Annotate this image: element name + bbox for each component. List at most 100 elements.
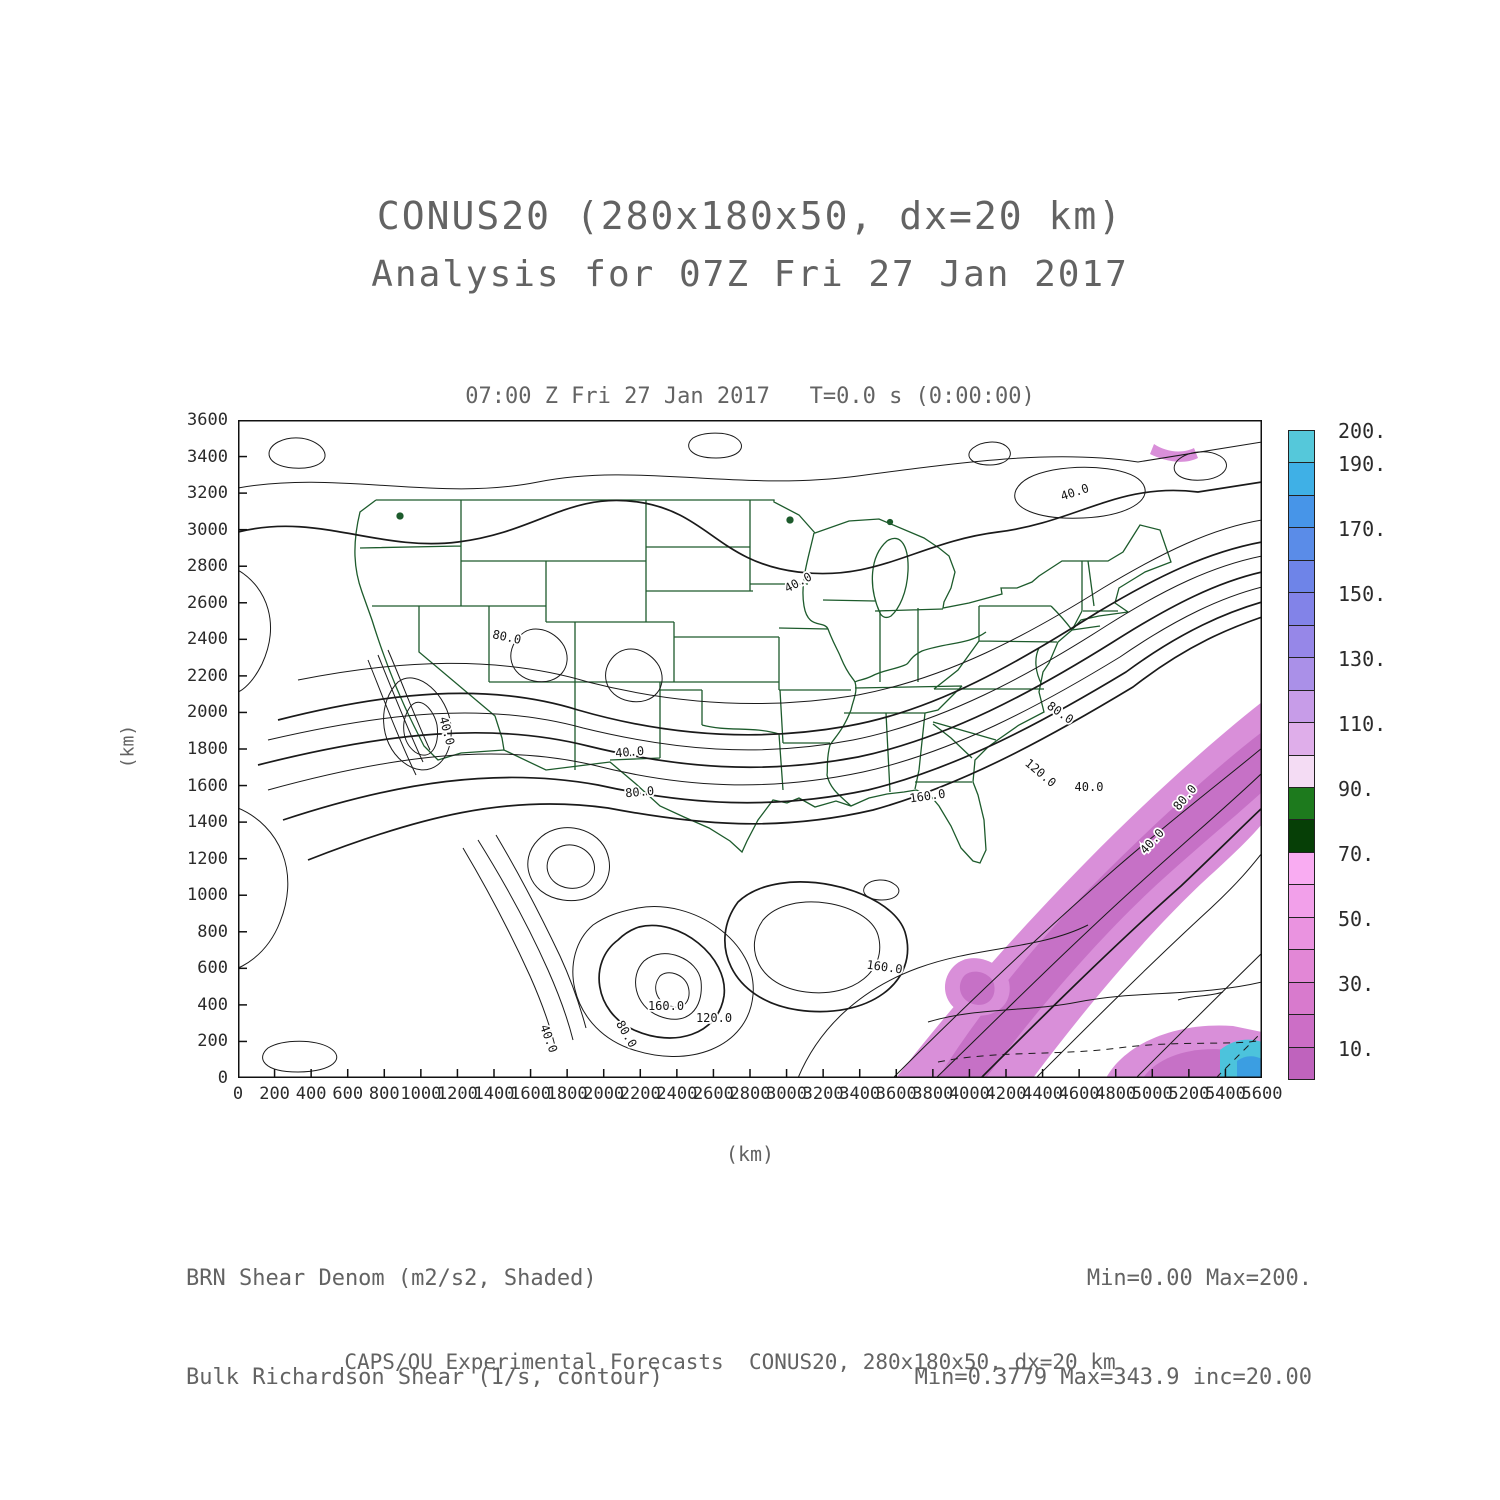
contour bbox=[797, 924, 1089, 1078]
contour bbox=[238, 807, 289, 969]
colorbar-cell bbox=[1289, 494, 1314, 528]
contour bbox=[605, 648, 663, 703]
y-tick-label: 2400 bbox=[187, 629, 228, 650]
y-tick-label: 3400 bbox=[187, 446, 228, 467]
contour-minmax: Min=0.3779 Max=343.9 inc=20.00 bbox=[914, 1365, 1312, 1390]
y-tick-label: 1000 bbox=[187, 885, 228, 906]
contour-lines bbox=[238, 432, 1262, 1078]
x-tick-label: 1200 bbox=[436, 1084, 478, 1104]
map-green-dot bbox=[786, 516, 794, 524]
contour-40-loop bbox=[1014, 466, 1146, 519]
contour-120-band bbox=[282, 601, 1262, 821]
colorbar-tick-label: 200. bbox=[1338, 419, 1387, 443]
y-tick-label: 3000 bbox=[187, 519, 228, 540]
contour-label: 40.0 bbox=[537, 1023, 560, 1055]
colorbar-tick-label: 190. bbox=[1338, 451, 1387, 476]
x-tick-label: 1000 bbox=[400, 1084, 442, 1104]
contour bbox=[1135, 952, 1262, 1078]
shaded-field-label: BRN Shear Denom (m2/s2, Shaded) bbox=[186, 1266, 597, 1291]
contour bbox=[297, 519, 1262, 704]
y-tick-label: 0 bbox=[217, 1068, 228, 1088]
contour-label: 40.0 bbox=[782, 570, 814, 596]
contour-160-texas bbox=[724, 881, 909, 1013]
page-title-line1: CONUS20 (280x180x50, dx=20 km) bbox=[376, 194, 1124, 238]
colorbar-tick-label: 90. bbox=[1338, 776, 1375, 801]
y-tick-label: 1600 bbox=[187, 775, 228, 796]
y-tick-label: 200 bbox=[197, 1031, 228, 1052]
contour bbox=[267, 586, 1262, 791]
contour-label: 80.0 bbox=[613, 1018, 640, 1050]
colorbar-cell bbox=[1289, 754, 1314, 787]
x-tick-label: 3200 bbox=[802, 1084, 844, 1104]
shade-blue-core bbox=[1237, 1056, 1262, 1078]
colorbar-cell bbox=[1289, 1014, 1314, 1047]
contour-80-band bbox=[257, 571, 1262, 769]
contour-label: 80.0 bbox=[625, 784, 655, 800]
y-tick-label: 2600 bbox=[187, 592, 228, 613]
x-tick-label: 3000 bbox=[766, 1084, 808, 1104]
contour-40-band bbox=[277, 541, 1262, 736]
colorbar-cell bbox=[1289, 592, 1314, 625]
contour-label: 40.0 bbox=[1075, 780, 1104, 794]
contour bbox=[655, 972, 690, 1008]
colorbar-tick-label: 150. bbox=[1338, 581, 1387, 606]
colorbar bbox=[1288, 430, 1315, 1080]
contour bbox=[462, 847, 556, 1047]
colorbar-cell bbox=[1289, 559, 1314, 593]
contour-40 bbox=[238, 481, 1262, 575]
x-tick-label: 2600 bbox=[692, 1084, 734, 1104]
credit-line: CAPS/OU Experimental Forecasts CONUS20, … bbox=[344, 1350, 1116, 1374]
shade-gulf-blob-dark bbox=[959, 971, 995, 1005]
shade-band-southeast-dark bbox=[938, 732, 1262, 1078]
contour-dashed bbox=[937, 1039, 1262, 1063]
contour bbox=[367, 659, 417, 776]
colorbar-cell bbox=[1289, 722, 1314, 755]
colorbar-cell bbox=[1289, 949, 1314, 982]
colorbar-cell bbox=[1289, 916, 1314, 950]
contour-40-offshore bbox=[980, 807, 1262, 1078]
x-tick-label: 4200 bbox=[985, 1084, 1027, 1104]
colorbar-cell bbox=[1289, 462, 1314, 495]
contour-field-label: Bulk Richardson Shear (1/s, contour) bbox=[186, 1365, 663, 1390]
contour-160-loop bbox=[598, 924, 726, 1039]
colorbar-tick-label: 110. bbox=[1338, 711, 1387, 736]
colorbar-tick-label: 30. bbox=[1338, 971, 1375, 996]
y-tick-label: 1400 bbox=[187, 812, 228, 833]
contour bbox=[927, 981, 1262, 1023]
x-tick-label: 5400 bbox=[1204, 1084, 1246, 1104]
contour bbox=[1177, 991, 1224, 1001]
contour-label: 160.0 bbox=[909, 787, 947, 806]
contour bbox=[968, 441, 1011, 466]
y-tick-label: 2800 bbox=[187, 556, 228, 577]
contour bbox=[935, 772, 1262, 1078]
lake-michigan bbox=[871, 537, 909, 619]
contour bbox=[238, 569, 271, 693]
contour bbox=[267, 555, 1262, 751]
contour bbox=[1035, 852, 1262, 1078]
y-tick-label: 2200 bbox=[187, 665, 228, 686]
colorbar-cell bbox=[1289, 786, 1314, 820]
plot-header: 07:00 Z Fri 27 Jan 2017 T=0.0 s (0:00:00… bbox=[465, 384, 1035, 409]
x-tick-label: 200 bbox=[259, 1084, 290, 1104]
colorbar-cell bbox=[1289, 624, 1314, 658]
shade-top-right-sliver bbox=[1150, 444, 1198, 462]
map-plot: 40.0 40.0 80.0 40.0 40.0 80.0 160.0 40.0 80.0 120… bbox=[238, 420, 1262, 1078]
contour bbox=[387, 649, 431, 751]
x-tick-label: 4600 bbox=[1058, 1084, 1100, 1104]
colorbar-cell bbox=[1289, 884, 1314, 917]
state-borders bbox=[354, 499, 1172, 864]
colorbar-cell bbox=[1289, 819, 1314, 852]
y-tick-label: 400 bbox=[197, 994, 228, 1015]
x-tick-label: 0 bbox=[232, 1084, 244, 1104]
colorbar-cell bbox=[1289, 689, 1314, 723]
contour bbox=[688, 432, 742, 459]
x-tick-label: 4000 bbox=[948, 1084, 990, 1104]
x-tick-label: 1400 bbox=[473, 1084, 515, 1104]
shaded-minmax: Min=0.00 Max=200. bbox=[1086, 1266, 1312, 1291]
contour bbox=[635, 953, 702, 1020]
contour bbox=[383, 677, 452, 771]
contour bbox=[892, 747, 1262, 1078]
colorbar-cell bbox=[1289, 527, 1314, 560]
colorbar-cell bbox=[1289, 981, 1314, 1015]
x-axis-label: (km) bbox=[725, 1142, 775, 1166]
